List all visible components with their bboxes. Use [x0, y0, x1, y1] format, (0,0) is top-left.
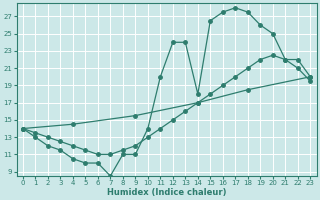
- X-axis label: Humidex (Indice chaleur): Humidex (Indice chaleur): [107, 188, 226, 197]
